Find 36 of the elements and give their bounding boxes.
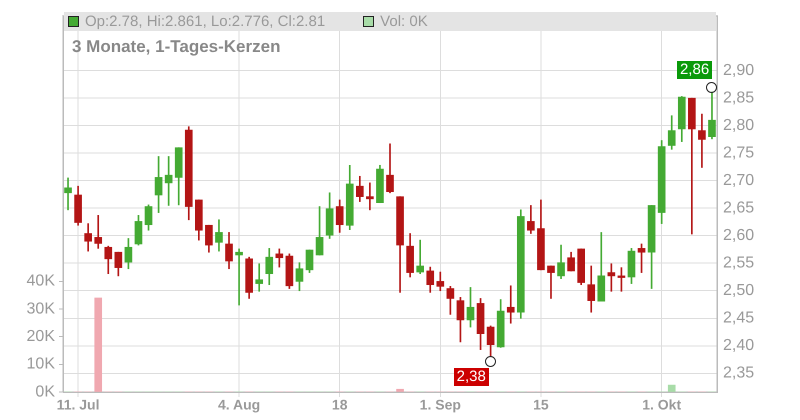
candlestick xyxy=(547,266,555,299)
y-tick-label: 2,40 xyxy=(723,337,754,354)
annotation: 2,86 xyxy=(676,61,712,80)
x-tick-label: 1. Sep xyxy=(420,396,461,412)
y-tick-label: 2,85 xyxy=(723,90,754,107)
annotation: Op:2.78, Hi:2.861, Lo:2.776, Cl:2.81 xyxy=(85,13,326,30)
y2-tick-label: 0K xyxy=(35,383,56,400)
y-tick-label: 2,75 xyxy=(723,144,754,162)
bar xyxy=(396,388,404,392)
y-tick-label: 2,80 xyxy=(723,117,754,134)
x-tick-label: 4. Aug xyxy=(218,396,260,412)
y-tick-label: 2,60 xyxy=(723,227,754,244)
x-tick-label: 18 xyxy=(332,396,348,412)
x-tick-label: 11. Jul xyxy=(56,396,100,412)
header-panel: Op:2.78, Hi:2.861, Lo:2.776, Cl:2.81 Vol: 0K xyxy=(64,12,716,31)
y-tick-label: 2,35 xyxy=(723,364,754,382)
y2-tick-label: 10K xyxy=(26,356,56,373)
x-tick-label: 1. Okt xyxy=(642,396,682,412)
y-tick-label: 2,55 xyxy=(723,254,754,272)
y2-tick-label: 40K xyxy=(26,272,56,290)
annotation: Vol: 0K xyxy=(380,13,428,30)
bar xyxy=(668,384,676,392)
text: 3 Monate, 1-Tages-Kerzen xyxy=(72,37,280,57)
candlestick xyxy=(638,244,646,273)
y-tick-label: 2,50 xyxy=(723,282,754,300)
y2-tick-label: 20K xyxy=(26,328,56,346)
y-tick-label: 2,45 xyxy=(723,310,754,327)
y-tick-label: 2,70 xyxy=(723,172,754,190)
candlestick xyxy=(235,248,243,306)
candlestick xyxy=(64,178,72,210)
annotation: 2,38 xyxy=(454,368,489,386)
y-tick-label: 2,65 xyxy=(723,200,754,217)
bar xyxy=(94,298,102,392)
y2-tick-label: 30K xyxy=(26,300,56,318)
y-tick-label: 2,90 xyxy=(723,62,754,80)
x-tick-label: 15 xyxy=(533,396,549,412)
